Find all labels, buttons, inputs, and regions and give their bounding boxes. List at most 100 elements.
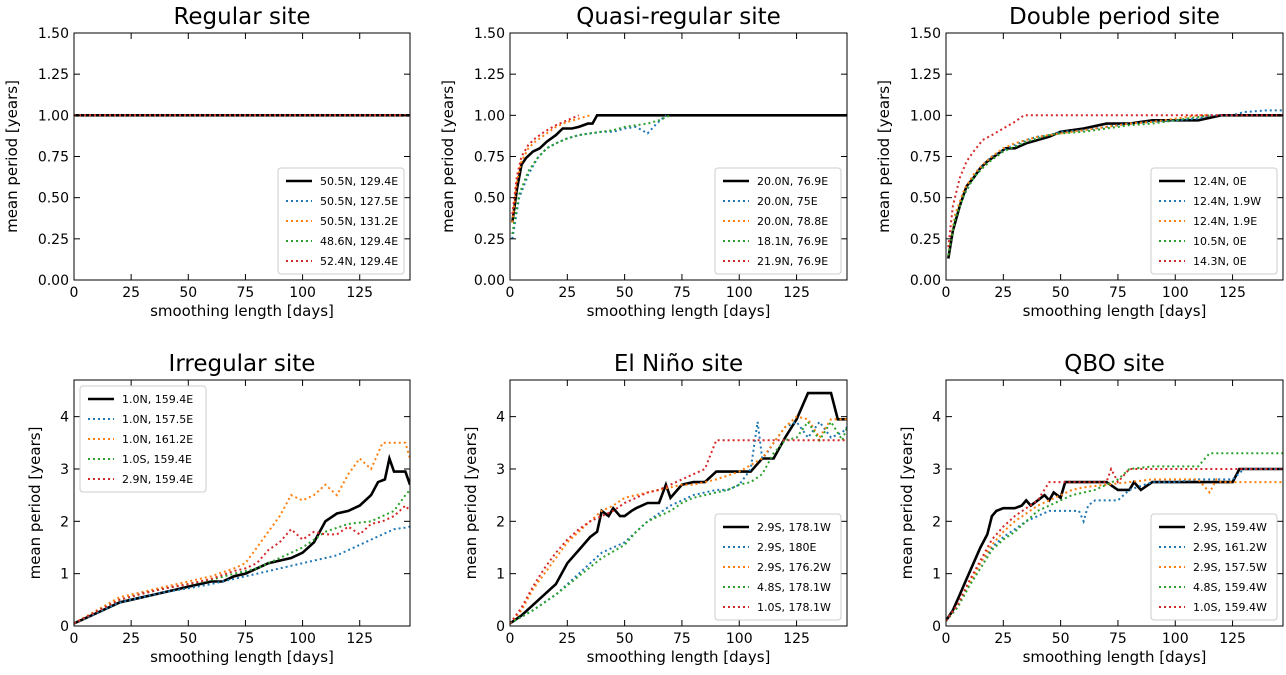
- legend: 1.0N, 159.4E 1.0N, 157.5E 1.0N, 161.2E 1.0S…: [79, 385, 207, 493]
- legend-box: [277, 167, 405, 275]
- y-tick-label: 0.75: [474, 150, 505, 166]
- y-tick-label: 0.50: [38, 191, 69, 207]
- x-tick-label: 100: [1162, 631, 1189, 647]
- y-tick-label: 1: [932, 567, 941, 583]
- legend-entry: 14.3N, 0E: [1193, 255, 1247, 268]
- x-tick-label: 75: [237, 631, 255, 647]
- y-tick-label: 1.00: [910, 108, 941, 124]
- y-tick-label: 2: [496, 514, 505, 530]
- x-tick-label: 75: [237, 285, 255, 301]
- x-tick-label: 100: [289, 285, 316, 301]
- legend: 50.5N, 129.4E 50.5N, 127.5E 50.5N, 131.2E 4…: [277, 167, 405, 275]
- x-tick-label: 125: [1219, 285, 1246, 301]
- x-tick-label: 50: [179, 285, 197, 301]
- y-tick-label: 1: [60, 567, 69, 583]
- series-line-3: [510, 415, 847, 625]
- x-tick-label: 25: [558, 285, 576, 301]
- legend-entry: 2.9S, 178.1W: [757, 521, 831, 534]
- legend-entry: 2.9S, 157.5W: [1193, 561, 1267, 574]
- y-axis-label: mean period [years]: [439, 80, 457, 233]
- legend-entry: 1.0S, 159.4E: [122, 453, 192, 466]
- chart-panel-1: 0 25 50 75 100 125 0.00 0.25 0.50 0.75 1.00 1.25 1.5…: [3, 4, 411, 320]
- x-tick-label: 100: [289, 631, 316, 647]
- legend-entry: 2.9S, 161.2W: [1193, 541, 1267, 554]
- x-tick-label: 0: [506, 285, 515, 301]
- x-axis-label: smoothing length [days]: [587, 302, 771, 320]
- legend-box: [1150, 513, 1278, 621]
- legend-entry: 2.9S, 159.4W: [1193, 521, 1267, 534]
- chart-title: Regular site: [173, 4, 310, 30]
- x-tick-label: 0: [506, 631, 515, 647]
- x-axis-label: smoothing length [days]: [150, 648, 334, 666]
- legend-entry: 20.0N, 78.8E: [757, 215, 828, 228]
- y-tick-label: 3: [60, 462, 69, 478]
- legend-entry: 2.9S, 180E: [757, 541, 816, 554]
- series-line-4: [511, 114, 671, 235]
- y-tick-label: 1.25: [474, 67, 505, 83]
- chart-title: Double period site: [1009, 4, 1220, 30]
- chart-panel-4: 0 25 50 75 100 125 0 1 2 3 4 Irregular site smoothin…: [26, 351, 411, 666]
- legend-entry: 48.6N, 129.4E: [320, 235, 398, 248]
- x-tick-label: 25: [122, 285, 140, 301]
- y-tick-label: 1.25: [910, 67, 941, 83]
- y-tick-label: 4: [60, 410, 69, 426]
- y-tick-label: 4: [932, 410, 941, 426]
- x-tick-label: 25: [994, 631, 1012, 647]
- series-line-5: [511, 114, 580, 215]
- x-tick-label: 125: [346, 631, 373, 647]
- chart-title: Irregular site: [169, 351, 316, 377]
- x-tick-label: 0: [70, 285, 79, 301]
- series-line-4: [74, 489, 410, 625]
- series-line-3: [946, 478, 1283, 622]
- x-axis-label: smoothing length [days]: [1023, 302, 1207, 320]
- legend-entry: 1.0S, 159.4W: [1193, 601, 1267, 614]
- y-tick-label: 0.50: [474, 191, 505, 207]
- legend-entry: 10.5N, 0E: [1193, 235, 1247, 248]
- x-tick-label: 50: [1052, 631, 1070, 647]
- y-tick-label: 2: [60, 514, 69, 530]
- y-tick-label: 1.50: [910, 26, 941, 42]
- x-tick-label: 50: [1052, 285, 1070, 301]
- chart-panel-3: 0 25 50 75 100 125 0.00 0.25 0.50 0.75 1.00 1.25 1.5…: [875, 4, 1284, 320]
- y-tick-label: 0: [932, 619, 941, 635]
- x-tick-label: 75: [1109, 285, 1127, 301]
- x-axis-label: smoothing length [days]: [150, 302, 334, 320]
- y-tick-label: 0.50: [910, 191, 941, 207]
- y-tick-label: 0.75: [910, 150, 941, 166]
- legend-entry: 21.9N, 76.9E: [757, 255, 828, 268]
- legend-entry: 1.0N, 157.5E: [122, 413, 193, 426]
- legend-entry: 4.8S, 178.1W: [757, 581, 831, 594]
- y-tick-label: 0.00: [38, 273, 69, 289]
- y-axis-label: mean period [years]: [898, 427, 916, 580]
- y-tick-label: 1.50: [38, 26, 69, 42]
- series-line-1: [510, 391, 847, 625]
- chart-title: El Niño site: [614, 351, 743, 377]
- legend-box: [1150, 167, 1278, 275]
- y-tick-label: 3: [496, 462, 505, 478]
- series-line-5: [946, 466, 1283, 622]
- series-line-3: [947, 114, 1210, 256]
- legend-box: [714, 167, 842, 275]
- series-line-5: [947, 114, 1283, 248]
- y-tick-label: 0.25: [38, 232, 69, 248]
- legend-entry: 52.4N, 129.4E: [320, 255, 398, 268]
- y-tick-label: 1.50: [474, 26, 505, 42]
- x-tick-label: 75: [1109, 631, 1127, 647]
- chart-title: QBO site: [1064, 351, 1164, 377]
- y-tick-label: 0.00: [474, 273, 505, 289]
- x-tick-label: 75: [673, 285, 691, 301]
- y-tick-label: 1.00: [38, 108, 69, 124]
- y-axis-label: mean period [years]: [462, 427, 480, 580]
- x-tick-label: 125: [783, 631, 810, 647]
- y-axis-label: mean period [years]: [26, 427, 44, 580]
- series-line-2: [511, 114, 667, 239]
- legend: 2.9S, 159.4W 2.9S, 161.2W 2.9S, 157.5W 4.8S…: [1150, 513, 1278, 621]
- x-tick-label: 100: [726, 285, 753, 301]
- y-axis-label: mean period [years]: [875, 80, 893, 233]
- axes-frame: [73, 379, 411, 627]
- y-tick-label: 0: [496, 619, 505, 635]
- x-tick-label: 50: [616, 631, 634, 647]
- x-tick-label: 75: [673, 631, 691, 647]
- legend: 2.9S, 178.1W 2.9S, 180E 2.9S, 176.2W 4.8S, …: [714, 513, 842, 621]
